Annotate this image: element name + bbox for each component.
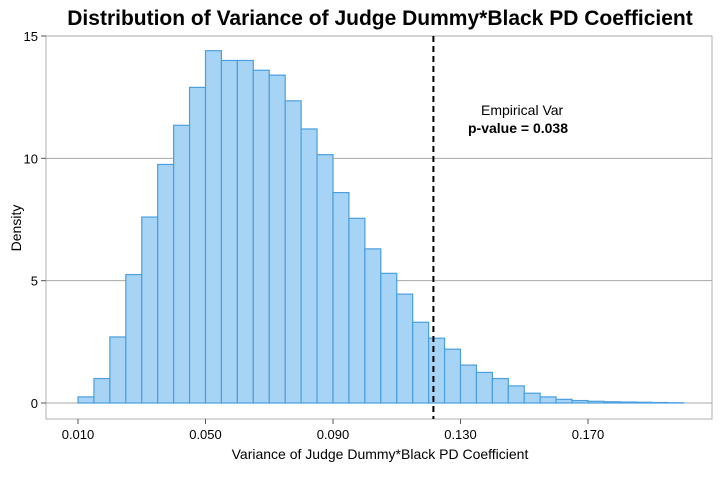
histogram-bar xyxy=(539,396,557,404)
histogram-bar xyxy=(141,216,159,404)
x-tick-label: 0.170 xyxy=(572,427,605,442)
histogram-bars xyxy=(77,50,685,404)
histogram-bar xyxy=(507,385,525,404)
histogram-bar xyxy=(571,399,589,404)
histogram-bar xyxy=(173,124,191,404)
histogram-bar xyxy=(157,163,175,404)
histogram-bar xyxy=(220,59,238,404)
histogram-bar xyxy=(587,400,605,404)
histogram-bar xyxy=(93,377,111,404)
y-axis-ticks: 0 5 10 15 xyxy=(24,29,46,411)
histogram-bar xyxy=(332,191,350,404)
y-tick-label: 15 xyxy=(24,29,38,44)
histogram-bar xyxy=(300,128,318,404)
y-tick-label: 5 xyxy=(31,274,38,289)
annotation-p-value: p-value = 0.038 xyxy=(468,120,568,136)
y-tick-label: 0 xyxy=(31,396,38,411)
y-tick-label: 10 xyxy=(24,151,38,166)
histogram-bar xyxy=(109,336,127,404)
histogram-bar xyxy=(555,398,573,404)
histogram-bar xyxy=(619,401,637,404)
annotation-empirical-var: Empirical Var xyxy=(481,102,564,118)
y-axis-label: Density xyxy=(8,205,24,252)
histogram-bar xyxy=(236,59,254,404)
histogram-bar xyxy=(284,100,302,404)
histogram-bar xyxy=(77,396,95,404)
x-axis-ticks: 0.010 0.050 0.090 0.130 0.170 xyxy=(62,419,605,442)
histogram-bar xyxy=(523,392,541,404)
histogram-bar xyxy=(125,273,143,404)
histogram-bar xyxy=(204,50,223,404)
histogram-bar xyxy=(316,154,334,404)
histogram-bar xyxy=(412,321,430,404)
histogram-bar xyxy=(491,377,509,404)
x-tick-label: 0.010 xyxy=(62,427,95,442)
histogram-bar xyxy=(380,272,398,404)
histogram-bar xyxy=(459,364,478,404)
histogram-bar xyxy=(268,74,286,404)
histogram-bar xyxy=(428,337,446,404)
x-tick-label: 0.050 xyxy=(189,427,222,442)
histogram-bar xyxy=(475,371,493,404)
x-tick-label: 0.130 xyxy=(444,427,477,442)
histogram-bar xyxy=(188,86,207,404)
x-tick-label: 0.090 xyxy=(317,427,350,442)
chart-title: Distribution of Variance of Judge Dummy*… xyxy=(67,7,692,30)
histogram-bar xyxy=(635,401,653,404)
histogram-bar xyxy=(348,217,366,404)
x-axis-label: Variance of Judge Dummy*Black PD Coeffic… xyxy=(232,446,529,462)
histogram-bar xyxy=(396,293,414,404)
histogram-bar xyxy=(364,248,382,404)
histogram-bar xyxy=(443,348,462,404)
histogram-bar xyxy=(603,401,621,404)
histogram-bar xyxy=(252,69,270,404)
